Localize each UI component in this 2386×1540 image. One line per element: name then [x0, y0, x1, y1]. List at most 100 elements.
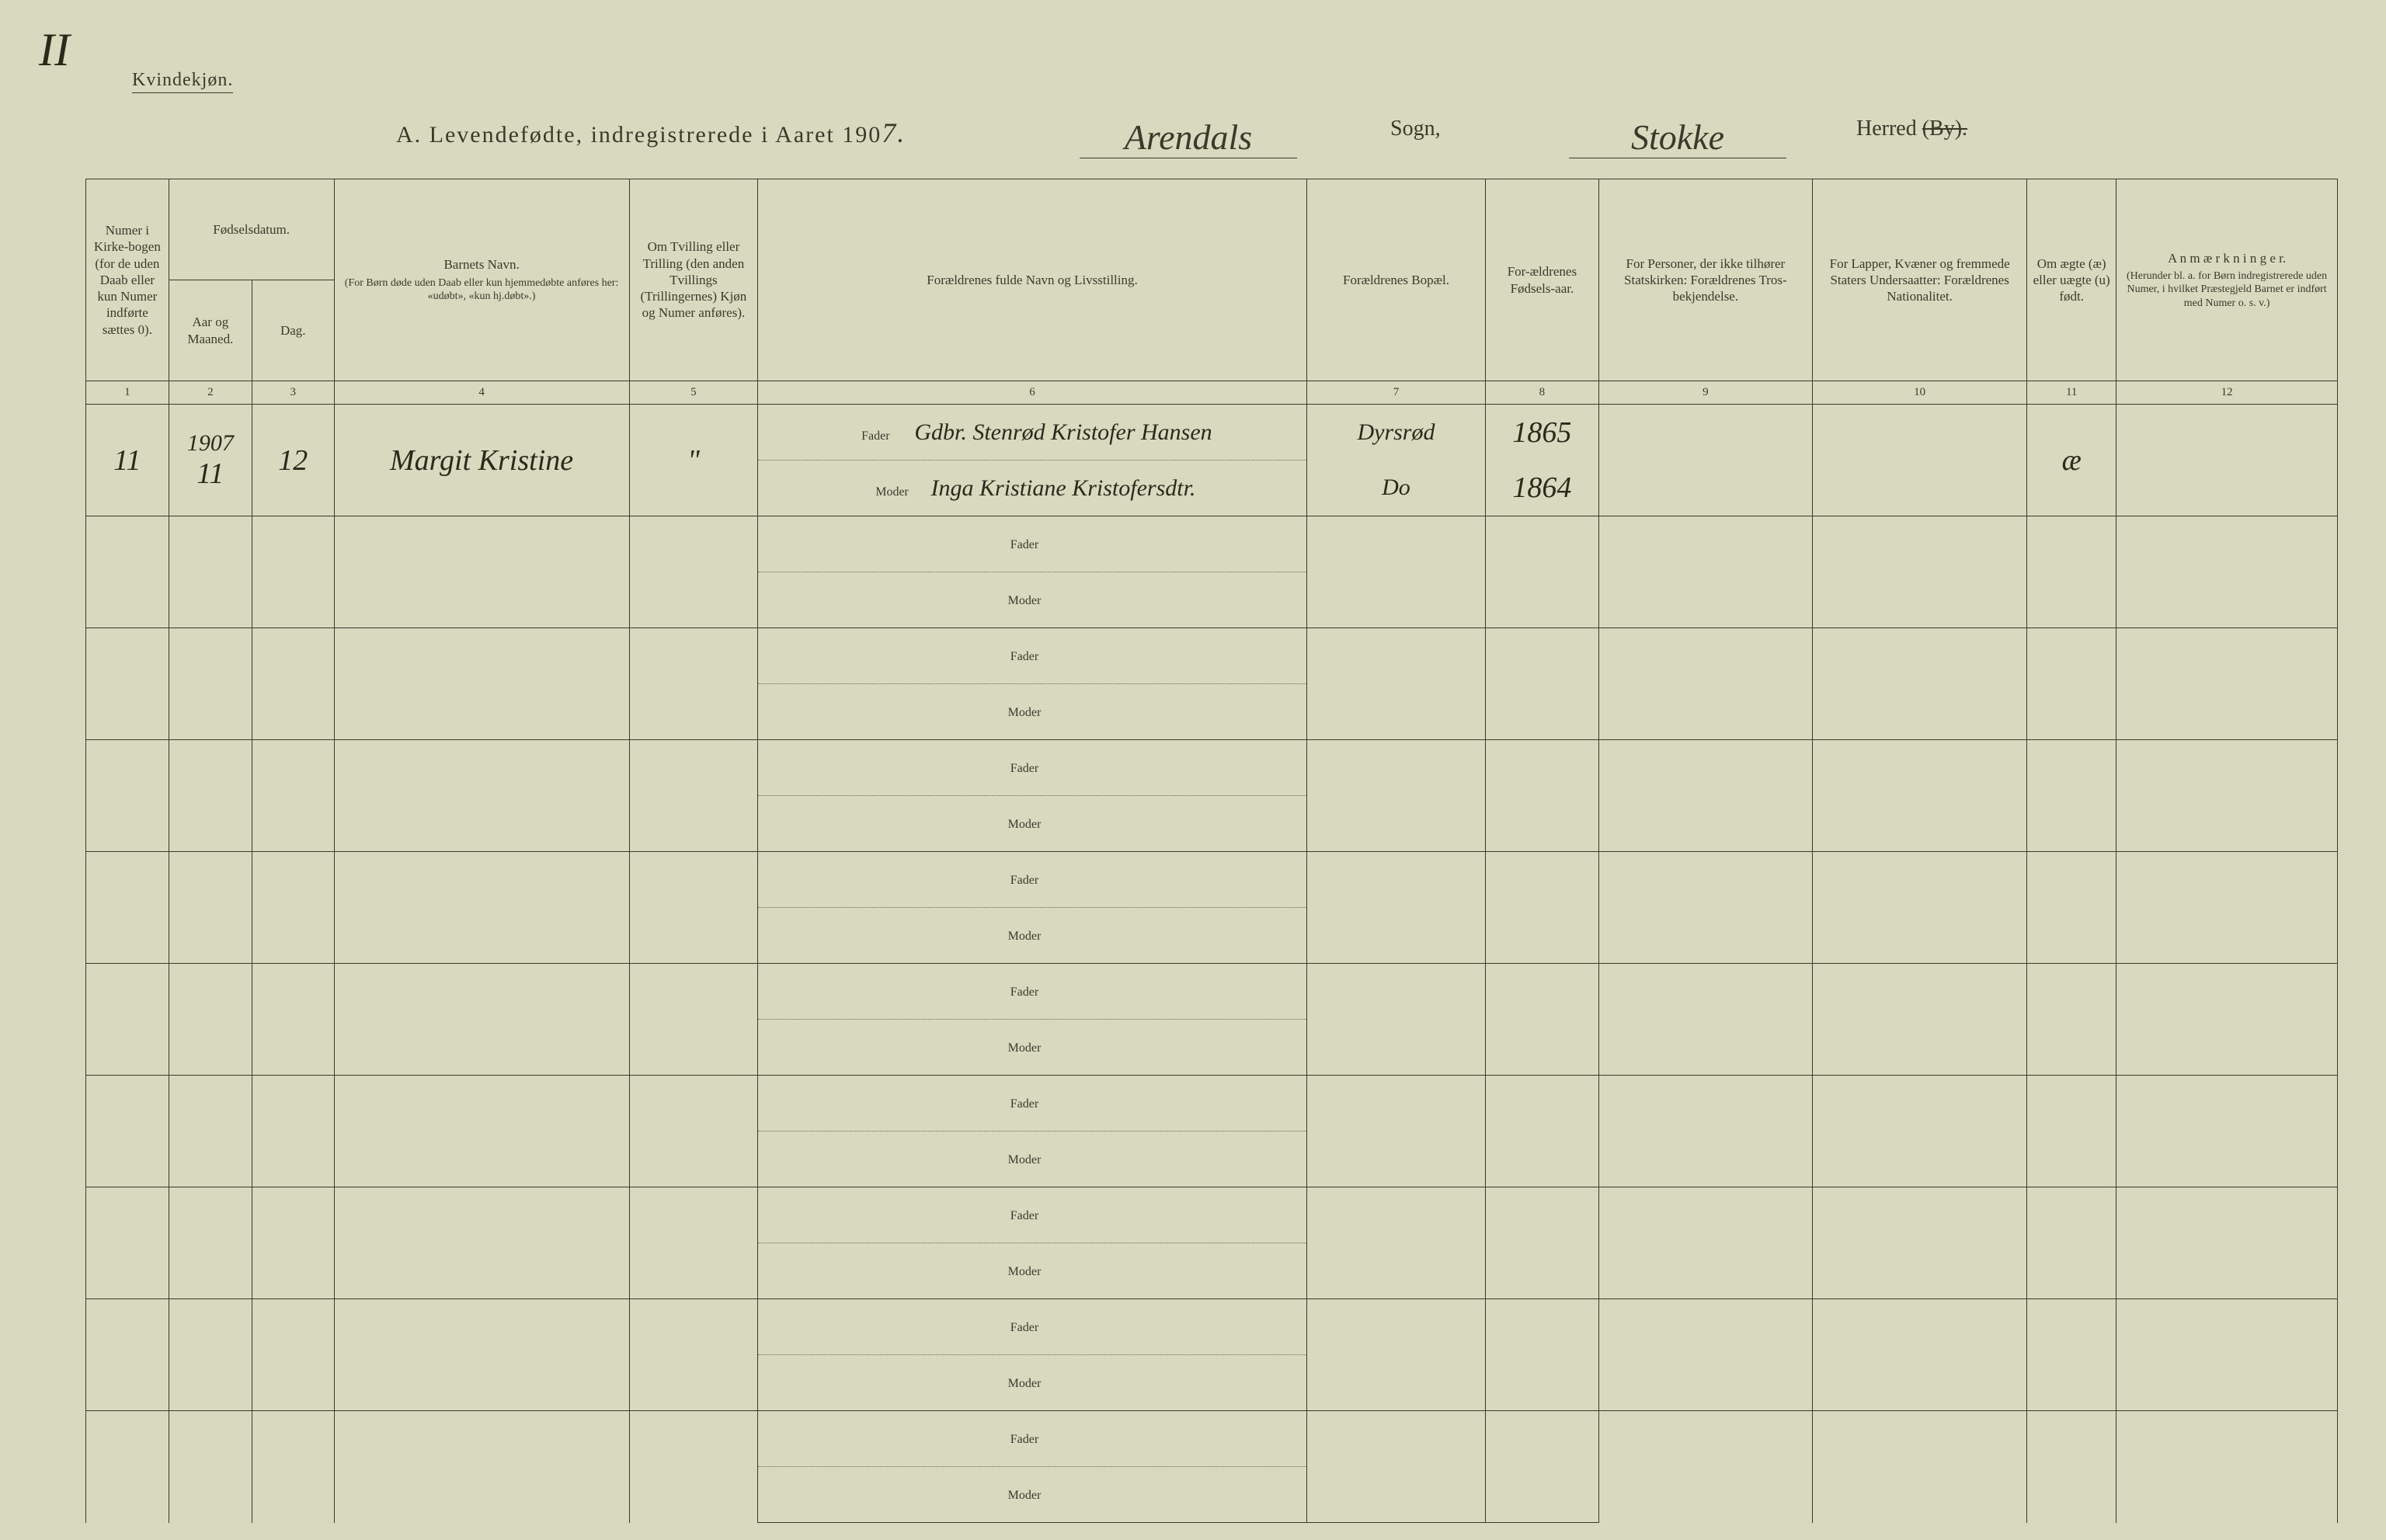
table-cell	[1306, 964, 1485, 1020]
sogn-label: Sogn,	[1390, 116, 1441, 141]
col-num-4: 4	[334, 381, 629, 405]
table-cell	[1486, 1076, 1598, 1132]
table-cell	[1306, 1020, 1485, 1076]
table-cell	[334, 628, 629, 740]
table-cell	[1598, 516, 1813, 628]
table-row: Fader	[86, 1187, 2338, 1243]
register-page: II Kvindekjøn. A. Levendefødte, indregis…	[85, 23, 2369, 1514]
table-row: Fader	[86, 1299, 2338, 1355]
mother-label: Moder	[1001, 930, 1048, 944]
table-cell	[2116, 1299, 2338, 1411]
table-cell	[1813, 628, 2027, 740]
table-cell	[169, 852, 252, 964]
table-cell	[2116, 1187, 2338, 1299]
father-label: Fader	[1001, 538, 1048, 552]
table-cell	[2027, 628, 2116, 740]
table-cell: Fader	[758, 1076, 1307, 1132]
col-num-10: 10	[1813, 381, 2027, 405]
table-cell	[334, 852, 629, 964]
table-cell	[334, 1411, 629, 1523]
table-cell	[1306, 684, 1485, 740]
col-header-2: Aar og Maaned.	[169, 280, 252, 381]
col-header-4-sub: (For Børn døde uden Daab eller kun hjemm…	[339, 276, 624, 304]
mother-label: Moder	[1001, 706, 1048, 720]
table-cell	[252, 628, 334, 740]
table-cell	[86, 740, 169, 852]
father-label: Fader	[1001, 1321, 1048, 1335]
father-label: Fader	[1001, 762, 1048, 776]
table-cell	[629, 1299, 758, 1411]
table-cell	[86, 1411, 169, 1523]
table-row: Fader	[86, 964, 2338, 1020]
table-cell	[86, 628, 169, 740]
table-cell	[1306, 908, 1485, 964]
handwritten-value: 1865	[1512, 416, 1571, 449]
table-cell	[169, 1299, 252, 1411]
table-cell	[2027, 1411, 2116, 1523]
table-cell: Fader	[758, 740, 1307, 796]
mother-label: Moder	[869, 485, 916, 499]
handwritten-value: 11	[197, 457, 224, 490]
table-cell	[1598, 1299, 1813, 1411]
herred-label-strike: (By).	[1922, 116, 1967, 141]
father-label: Fader	[1001, 1097, 1048, 1111]
table-cell: Fader	[758, 964, 1307, 1020]
table-cell	[629, 1076, 758, 1187]
table-cell	[2116, 405, 2338, 516]
table-cell	[334, 1187, 629, 1299]
table-cell	[2116, 516, 2338, 628]
table-cell	[1813, 852, 2027, 964]
header-numrow: 1 2 3 4 5 6 7 8 9 10 11 12	[86, 381, 2338, 405]
register-table: Numer i Kirke-bogen (for de uden Daab el…	[85, 179, 2338, 1523]
mother-label: Moder	[1001, 1153, 1048, 1167]
table-row: 1119071112Margit Kristine"FaderGdbr. Ste…	[86, 405, 2338, 461]
table-cell	[2116, 1076, 2338, 1187]
mother-label: Moder	[1001, 1489, 1048, 1503]
table-cell: Moder	[758, 572, 1307, 628]
table-cell	[1813, 516, 2027, 628]
col-header-12: A n m æ r k n i n g e r. (Herunder bl. a…	[2116, 179, 2338, 381]
table-cell	[1306, 1187, 1485, 1243]
title-row: A. Levendefødte, indregistrerede i Aaret…	[85, 116, 2369, 163]
table-cell	[1306, 740, 1485, 796]
table-cell	[1598, 405, 1813, 516]
table-cell	[1486, 684, 1598, 740]
table-cell: Moder	[758, 1355, 1307, 1411]
table-cell	[1486, 1243, 1598, 1299]
gender-label: Kvindekjøn.	[132, 70, 233, 93]
table-cell: 190711	[169, 405, 252, 516]
table-cell	[169, 628, 252, 740]
table-cell: Moder	[758, 1020, 1307, 1076]
table-cell	[1813, 1187, 2027, 1299]
col-header-6: Forældrenes fulde Navn og Livsstilling.	[758, 179, 1307, 381]
handwritten-value: 12	[278, 444, 308, 477]
table-cell	[1306, 1076, 1485, 1132]
page-number-marker: II	[39, 23, 70, 77]
table-cell: Moder	[758, 1132, 1307, 1187]
table-cell	[1486, 908, 1598, 964]
table-cell: Fader	[758, 628, 1307, 684]
col-num-11: 11	[2027, 381, 2116, 405]
handwritten-value: æ	[2061, 444, 2081, 477]
table-cell: FaderGdbr. Stenrød Kristofer Hansen	[758, 405, 1307, 461]
mother-label: Moder	[1001, 1041, 1048, 1055]
table-cell	[1813, 964, 2027, 1076]
table-cell	[86, 852, 169, 964]
mother-label: Moder	[1001, 1377, 1048, 1391]
table-cell	[1306, 516, 1485, 572]
col-header-12-main: A n m æ r k n i n g e r.	[2168, 251, 2286, 266]
table-cell: Moder	[758, 1243, 1307, 1299]
table-cell	[629, 516, 758, 628]
title-year-hand: 7.	[882, 117, 906, 148]
table-cell	[252, 964, 334, 1076]
table-cell	[629, 1187, 758, 1299]
table-cell	[2027, 1299, 2116, 1411]
table-cell	[252, 852, 334, 964]
table-cell	[169, 1187, 252, 1299]
col-header-12-sub: (Herunder bl. a. for Børn indregistrered…	[2121, 269, 2332, 311]
table-cell	[86, 1299, 169, 1411]
table-cell	[252, 1076, 334, 1187]
table-cell	[1486, 740, 1598, 796]
mother-label: Moder	[1001, 1265, 1048, 1279]
table-cell	[1813, 405, 2027, 516]
